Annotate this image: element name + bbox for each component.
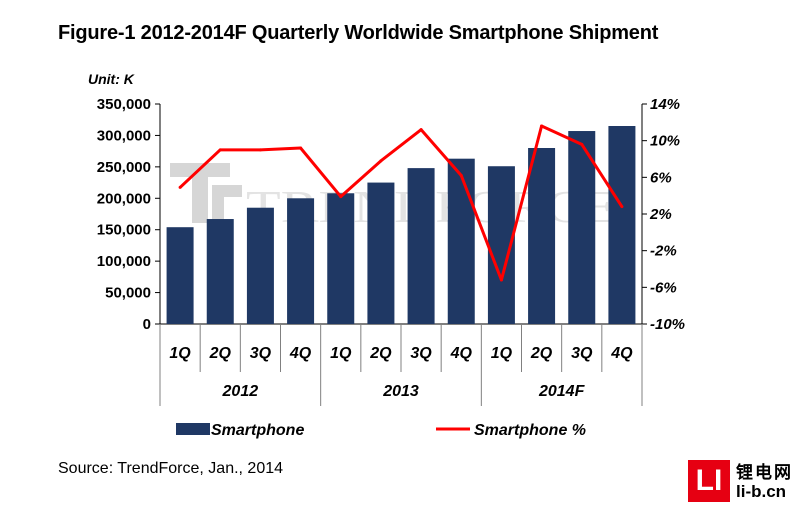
- group-label: 2012: [222, 383, 259, 400]
- line-point: [339, 195, 343, 199]
- x-tick-label: 2Q: [209, 345, 232, 362]
- x-tick-label: 2Q: [530, 345, 553, 362]
- y-right-tick-label: 14%: [650, 96, 680, 113]
- y-right-tick-label: -10%: [650, 316, 685, 333]
- y-right-tick-label: 10%: [650, 133, 680, 150]
- y-left-tick-label: 50,000: [105, 285, 151, 302]
- bar: [166, 227, 194, 324]
- line-point: [419, 128, 423, 132]
- line-point: [299, 146, 303, 150]
- y-left-tick-label: 300,000: [97, 127, 151, 144]
- axis-labels: 0 50,000 100,000 150,000 200,000 250,000 300,0…: [97, 96, 685, 400]
- y-left-tick-label: 0: [143, 316, 151, 333]
- bar: [528, 148, 556, 324]
- y-right-tick-label: -2%: [650, 243, 677, 260]
- group-label: 2013: [382, 383, 419, 400]
- legend-bar-swatch: [176, 423, 210, 435]
- line-series: [178, 124, 624, 282]
- line-point: [258, 148, 262, 152]
- x-tick-label: 3Q: [250, 345, 272, 362]
- line-point: [540, 124, 544, 128]
- axes: [155, 103, 647, 406]
- series-line: [179, 124, 624, 282]
- y-left-tick-label: 200,000: [97, 190, 151, 207]
- y-right-tick-label: 2%: [649, 206, 672, 223]
- unit-label: Unit: K: [88, 71, 135, 87]
- x-tick-label: 1Q: [169, 345, 191, 362]
- line-point: [580, 142, 584, 146]
- y-left-tick-label: 350,000: [97, 96, 151, 113]
- source-note: Source: TrendForce, Jan., 2014: [58, 460, 284, 477]
- y-left-tick-label: 250,000: [97, 159, 151, 176]
- line-point: [379, 159, 383, 163]
- x-tick-label: 3Q: [410, 345, 432, 362]
- chart-title: Figure-1 2012-2014F Quarterly Worldwide …: [58, 22, 659, 44]
- line-point: [620, 205, 624, 209]
- bar: [367, 182, 395, 324]
- y-left-tick-label: 150,000: [97, 222, 151, 239]
- watermark-logo-icon: [170, 163, 242, 223]
- logo-name: 锂电网: [736, 463, 793, 482]
- line-point: [178, 185, 182, 189]
- bar: [608, 126, 636, 324]
- y-right-tick-label: 6%: [650, 169, 672, 186]
- bar: [327, 193, 355, 324]
- bar: [206, 219, 234, 324]
- x-tick-label: 2Q: [369, 345, 392, 362]
- bar: [246, 207, 274, 324]
- x-tick-label: 3Q: [571, 345, 593, 362]
- bar: [407, 168, 435, 324]
- bar: [447, 158, 475, 324]
- bar-series: [166, 126, 636, 324]
- line-point: [218, 148, 222, 152]
- logo-url: li-b.cn: [736, 482, 787, 501]
- line-point: [499, 278, 503, 282]
- line-point: [459, 174, 463, 177]
- x-tick-label: 4Q: [610, 345, 633, 362]
- legend-line-label: Smartphone %: [474, 422, 586, 439]
- legend-bar-label: Smartphone: [211, 422, 304, 439]
- site-logo: LI 锂电网 li-b.cn: [688, 458, 798, 506]
- logo-mark: LI: [688, 460, 730, 502]
- bar: [287, 198, 315, 324]
- x-tick-label: 1Q: [491, 345, 513, 362]
- x-tick-label: 4Q: [450, 345, 473, 362]
- x-tick-label: 1Q: [330, 345, 352, 362]
- x-tick-label: 4Q: [289, 345, 312, 362]
- group-label: 2014F: [538, 383, 586, 400]
- bar: [568, 131, 596, 324]
- legend: Smartphone Smartphone %: [176, 422, 586, 439]
- y-left-tick-label: 100,000: [97, 253, 151, 270]
- y-right-tick-label: -6%: [650, 279, 677, 296]
